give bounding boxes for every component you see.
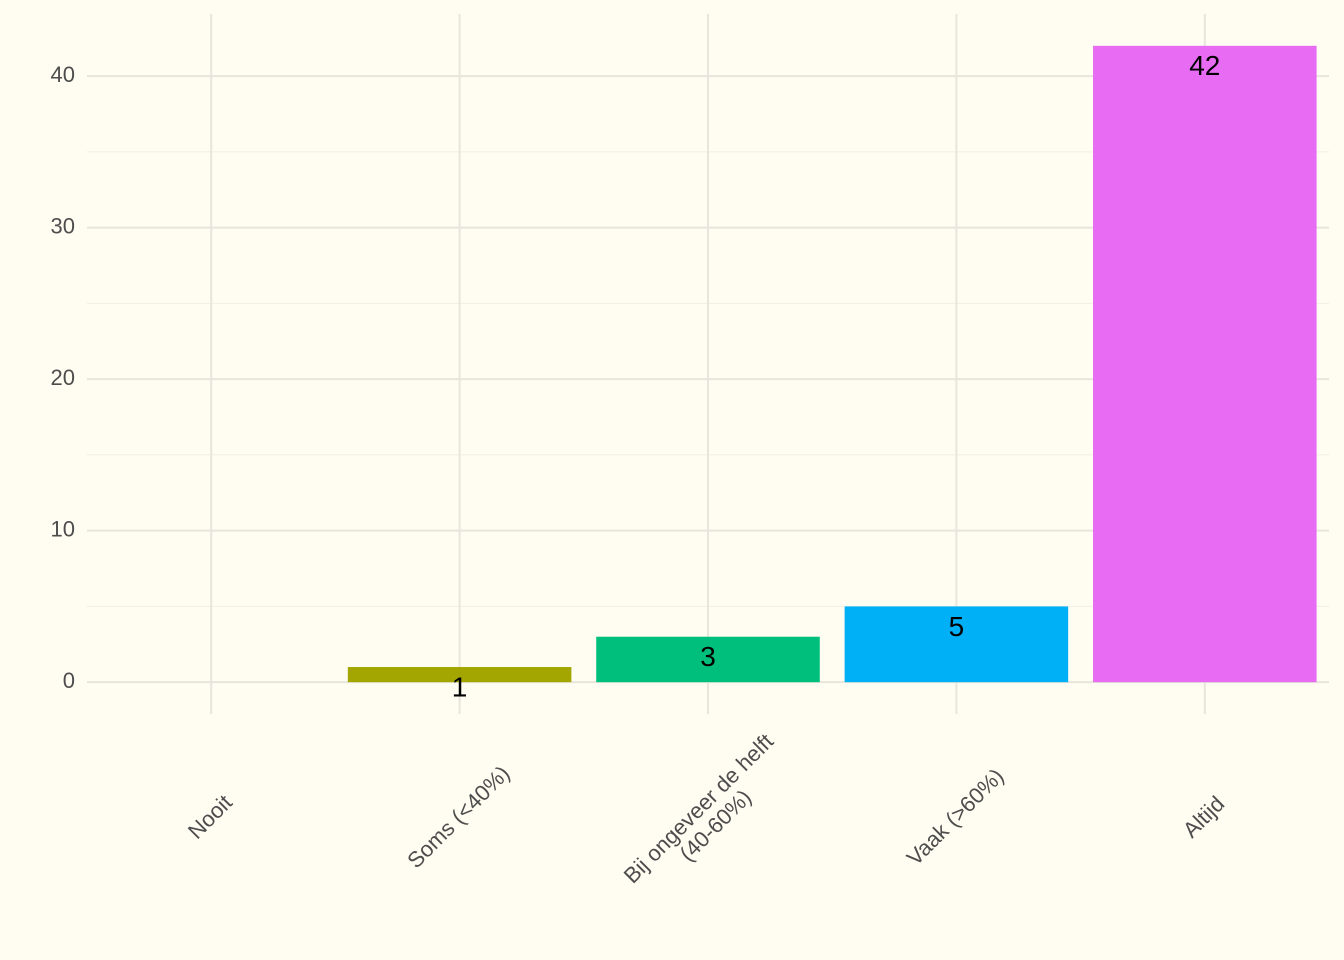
- bar: [596, 636, 820, 683]
- value-label: 42: [1189, 50, 1220, 81]
- x-tick-label: Nooit: [183, 790, 237, 844]
- y-tick-label: 20: [51, 365, 75, 390]
- value-label: 3: [700, 641, 716, 672]
- y-tick-label: 40: [51, 62, 75, 87]
- bar: [844, 606, 1069, 683]
- y-tick-label: 0: [63, 668, 75, 693]
- y-tick-label: 10: [51, 516, 75, 541]
- x-tick-label: Bij ongeveer de helft(40-60%): [619, 729, 795, 905]
- x-tick-label: Soms (<40%): [402, 761, 514, 873]
- value-label: 1: [452, 671, 468, 702]
- value-label: 5: [949, 611, 965, 642]
- bar: [347, 667, 572, 683]
- x-tick-label: Vaak (>60%): [902, 763, 1009, 870]
- bar: [1093, 45, 1317, 683]
- y-tick-label: 30: [51, 213, 75, 238]
- x-tick-label: Altijd: [1178, 791, 1229, 842]
